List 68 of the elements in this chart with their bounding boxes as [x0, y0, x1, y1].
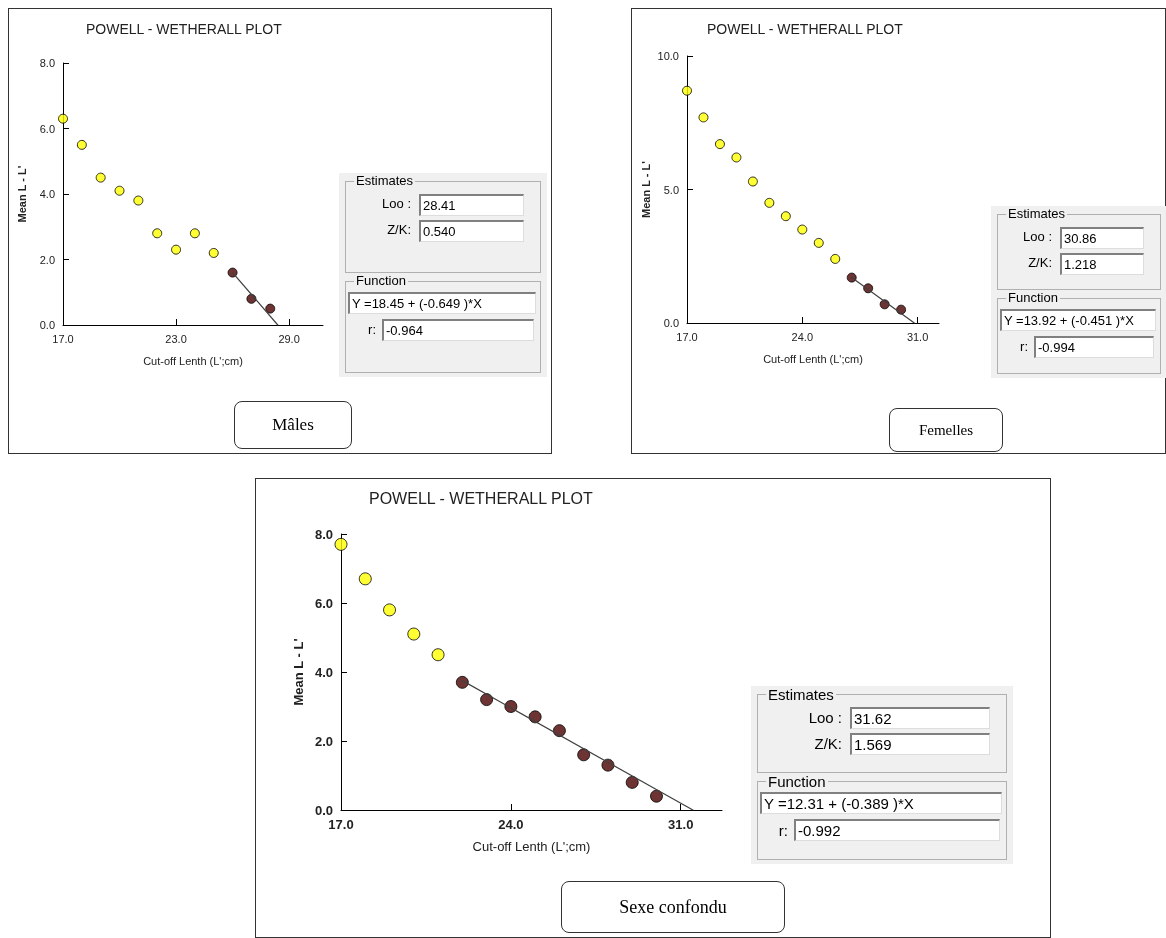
x-tick-label: 24.0 — [498, 817, 524, 832]
point — [265, 303, 276, 314]
point — [383, 603, 397, 617]
x-axis-title: Cut-off Lenth (L';cm) — [763, 352, 863, 365]
y-tick-label: 0.0 — [663, 317, 679, 329]
y-axis-title: Mean L - L' — [15, 165, 28, 223]
point — [846, 272, 857, 283]
y-tick-label: 4.0 — [39, 188, 55, 200]
y-tick-label: 6.0 — [39, 122, 55, 135]
point — [455, 675, 469, 689]
point — [577, 748, 591, 762]
x-tick-label: 23.0 — [165, 332, 187, 345]
x-tick-label: 29.0 — [278, 332, 300, 345]
y-tick-label: 0.0 — [314, 802, 333, 818]
y-tick-label: 10.0 — [657, 50, 679, 62]
point — [747, 176, 758, 187]
point — [152, 228, 163, 239]
point — [208, 247, 219, 258]
y-tick-label: 2.0 — [314, 733, 333, 749]
y-tick-label: 4.0 — [314, 664, 333, 680]
point — [171, 244, 182, 255]
x-tick-label: 31.0 — [906, 330, 929, 343]
point — [58, 113, 68, 124]
point — [334, 537, 348, 551]
point — [76, 139, 87, 150]
y-axis-title: Mean L - L' — [639, 160, 652, 218]
x-tick-label: 31.0 — [668, 817, 694, 832]
y-tick-label: 8.0 — [39, 57, 55, 69]
point — [698, 112, 709, 123]
point — [407, 627, 421, 641]
text: Femelles — [889, 408, 1003, 452]
x-tick-label: 17.0 — [52, 332, 74, 345]
point — [780, 211, 791, 222]
chart-title: POWELL - WETHERALL PLOT — [86, 21, 283, 37]
y-tick-label: 6.0 — [314, 595, 333, 611]
x-axis-title: Cut-off Lenth (L';cm) — [143, 354, 243, 367]
chart-title: POWELL - WETHERALL PLOT — [369, 489, 593, 507]
y-tick-label: 5.0 — [663, 183, 679, 196]
y-axis-title: Mean L - L' — [291, 638, 306, 706]
chart-title: POWELL - WETHERALL PLOT — [707, 21, 904, 37]
point — [830, 253, 841, 264]
point — [764, 197, 775, 208]
y-tick-label: 2.0 — [39, 253, 55, 266]
point — [189, 228, 200, 239]
point — [625, 775, 639, 789]
point — [358, 572, 372, 586]
point — [731, 152, 742, 163]
point — [133, 195, 144, 206]
x-tick-label: 24.0 — [791, 330, 814, 343]
estimates-panel: Estimates Loo : 31.62 Z/K: 1.569 Function Y =12.31 + (-0.389 )*X r: -0.992 — [751, 686, 1013, 864]
text: Sexe confondu — [561, 881, 785, 933]
y-tick-label: 0.0 — [39, 319, 55, 331]
x-axis-title: Cut-off Lenth (L';cm) — [472, 839, 591, 854]
point — [797, 224, 808, 235]
point — [95, 172, 106, 183]
point — [649, 789, 663, 803]
estimates-panel: Estimates Loo : 30.86 Z/K: 1.218 Function Y =13.92 + (-0.451 )*X r: -0.994 — [991, 206, 1166, 378]
x-tick-label: 17.0 — [328, 817, 354, 832]
point — [114, 185, 125, 196]
point — [714, 139, 725, 150]
text: Mâles — [234, 401, 352, 449]
point — [431, 648, 445, 662]
point — [480, 693, 494, 707]
x-tick-label: 17.0 — [676, 330, 698, 343]
y-tick-label: 8.0 — [314, 526, 333, 542]
estimates-panel: Estimates Loo : 28.41 Z/K: 0.540 Function Y =18.45 + (-0.649 )*X r: -0.964 — [339, 173, 547, 377]
point — [813, 237, 824, 248]
point — [682, 85, 692, 96]
